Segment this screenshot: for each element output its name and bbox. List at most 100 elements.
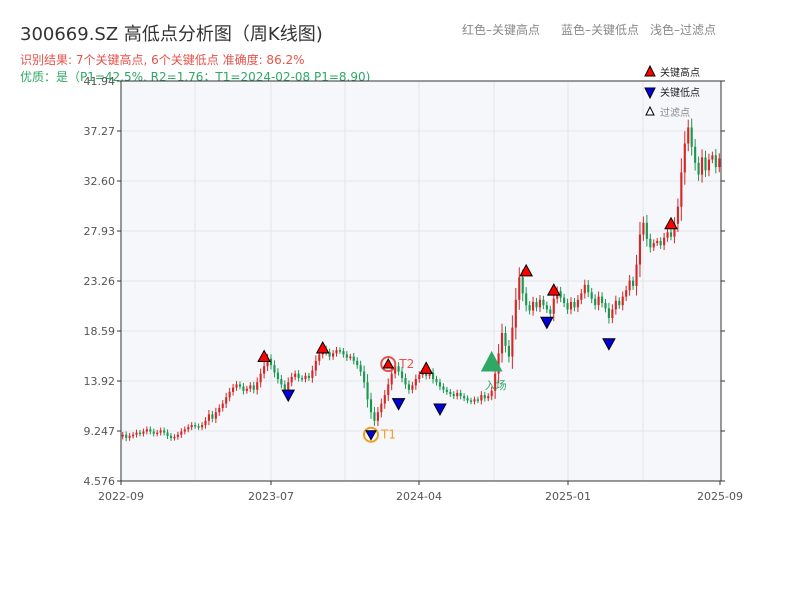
- key-high-marker: [315, 340, 330, 354]
- candle-body: [283, 384, 286, 390]
- candle-body: [445, 389, 448, 392]
- candle-body: [366, 382, 369, 400]
- candle-body: [390, 373, 393, 385]
- legend-red-note: 红色–关键高点: [462, 23, 541, 37]
- candle-body: [525, 293, 528, 306]
- candle-body: [711, 155, 714, 160]
- candle-body: [190, 425, 193, 428]
- candle-body: [380, 403, 383, 413]
- legend-low-label: 关键低点: [660, 86, 700, 99]
- candle-body: [125, 434, 128, 438]
- candle-body: [242, 386, 245, 391]
- candle-body: [518, 277, 521, 300]
- legend-high-label: 关键高点: [660, 66, 700, 79]
- candle-body: [642, 222, 645, 235]
- candle-body: [232, 387, 235, 392]
- candle-body: [566, 303, 569, 310]
- candle-body: [704, 157, 707, 171]
- candle-body: [452, 394, 455, 397]
- candle-body: [580, 293, 583, 300]
- candle-body: [335, 350, 338, 354]
- candle-body: [676, 206, 679, 224]
- x-tick-label: 2025-09: [697, 490, 743, 503]
- plot-frame: [120, 80, 722, 482]
- candle-body: [311, 370, 314, 378]
- candle-body: [594, 298, 597, 306]
- candle-body: [128, 435, 131, 438]
- candle-body: [252, 385, 255, 390]
- candle-body: [438, 382, 442, 387]
- candle-body: [683, 143, 686, 173]
- legend-filtered-symbol: [645, 105, 655, 116]
- candle-body: [411, 385, 414, 390]
- candle-body: [345, 354, 348, 358]
- y-tick-label: 13.92: [84, 375, 116, 388]
- candle-body: [300, 377, 304, 380]
- candle-body: [511, 327, 514, 357]
- candles-layer: [121, 118, 721, 442]
- candle-body: [287, 382, 290, 390]
- candle-body: [656, 240, 659, 244]
- candle-body: [538, 299, 542, 308]
- candle-body: [625, 290, 628, 297]
- candle-body: [514, 299, 517, 328]
- candle-body: [228, 391, 231, 398]
- candle-body: [600, 296, 604, 304]
- y-tick-label: 23.26: [84, 275, 116, 288]
- recognition-result: 识别结果: 7个关键高点, 6个关键低点 准确度: 86.2%: [20, 53, 305, 67]
- candle-body: [480, 395, 483, 401]
- candle-body: [204, 420, 207, 426]
- candle-body: [169, 435, 173, 438]
- t2-label: T2: [398, 357, 414, 371]
- candle-body: [225, 397, 228, 404]
- candle-body: [314, 360, 317, 371]
- candle-body: [352, 356, 355, 361]
- candle-body: [521, 277, 524, 294]
- candle-body: [494, 373, 497, 391]
- key-low-marker: [433, 403, 447, 417]
- candle-body: [535, 301, 538, 308]
- candle-body: [135, 432, 138, 435]
- candle-body: [149, 429, 152, 432]
- candle-body: [197, 426, 200, 428]
- candle-body: [638, 234, 642, 265]
- candle-body: [635, 264, 638, 286]
- legend-high-symbol: [644, 64, 656, 77]
- candle-body: [376, 412, 379, 421]
- candle-body: [690, 127, 693, 147]
- candle-body: [597, 296, 600, 306]
- candle-body: [263, 366, 266, 374]
- candle-body: [552, 298, 555, 314]
- candle-body: [456, 392, 459, 397]
- candle-body: [669, 232, 673, 237]
- candle-body: [363, 371, 366, 383]
- candle-body: [238, 384, 242, 387]
- legend-blue-note: 蓝色–关键低点: [561, 23, 640, 37]
- candle-body: [211, 414, 214, 419]
- key-high-marker: [519, 263, 534, 277]
- candle-body: [194, 425, 197, 427]
- candle-body: [145, 429, 148, 432]
- candle-body: [614, 300, 617, 310]
- y-tick-label: 27.93: [84, 225, 116, 238]
- candle-body: [590, 292, 593, 299]
- candle-body: [235, 384, 238, 388]
- candle-body: [700, 157, 704, 175]
- candle-body: [273, 365, 276, 373]
- candle-body: [166, 432, 169, 436]
- candle-body: [280, 379, 283, 385]
- candle-body: [442, 386, 445, 390]
- key-high-marker: [546, 283, 561, 296]
- candle-body: [259, 373, 262, 383]
- candle-body: [659, 240, 662, 246]
- candle-body: [121, 434, 124, 437]
- candle-body: [576, 299, 579, 308]
- candle-body: [559, 291, 562, 298]
- t1-low-marker: [365, 430, 377, 441]
- candle-body: [318, 354, 321, 361]
- candle-body: [373, 412, 376, 421]
- candle-body: [697, 162, 700, 175]
- candle-body: [214, 412, 217, 419]
- candle-body: [394, 366, 397, 374]
- candle-body: [342, 351, 345, 355]
